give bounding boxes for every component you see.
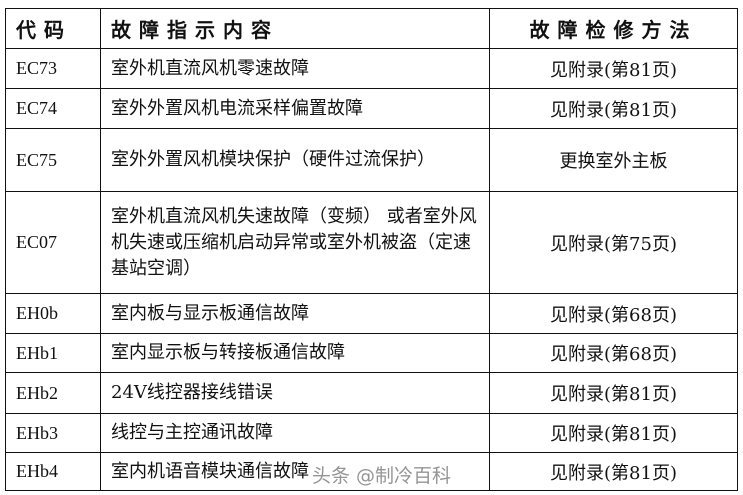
header-row: 代码 故障指示内容 故障检修方法 — [5, 8, 738, 49]
header-method: 故障检修方法 — [489, 8, 738, 49]
cell-code: EC73 — [5, 48, 101, 89]
cell-code: EHb3 — [5, 413, 101, 453]
table-row: EHb2 24V线控器接线错误 见附录(第81页) — [5, 372, 738, 414]
table-row: EC07 室外机直流风机失速故障（变频） 或者室外风机失速或压缩机启动异常或室外机… — [5, 191, 738, 294]
header-code: 代码 — [5, 8, 101, 49]
cell-desc: 室外外置风机模块保护（硬件过流保护） — [100, 128, 490, 192]
cell-code: EHb2 — [5, 372, 101, 414]
table-row: EHb3 线控与主控通讯故障 见附录(第81页) — [5, 413, 738, 453]
table-row: EC73 室外机直流风机零速故障 见附录(第81页) — [5, 48, 738, 89]
table-row: EH0b 室内板与显示板通信故障 见附录(第68页) — [5, 293, 738, 334]
cell-code: EC07 — [5, 191, 101, 294]
cell-code: EC75 — [5, 128, 101, 192]
cell-desc: 室内机语音模块通信故障 — [100, 452, 490, 491]
cell-method: 见附录(第75页) — [489, 191, 738, 294]
cell-method: 更换室外主板 — [489, 128, 738, 192]
fault-code-table: 代码 故障指示内容 故障检修方法 EC73 室外机直流风机零速故障 见附录(第81页… — [5, 8, 738, 491]
cell-desc: 线控与主控通讯故障 — [100, 413, 490, 453]
cell-method: 见附录(第81页) — [489, 452, 738, 491]
cell-method: 见附录(第81页) — [489, 48, 738, 89]
cell-desc: 室外外置风机电流采样偏置故障 — [100, 88, 490, 129]
header-description: 故障指示内容 — [100, 8, 490, 49]
table-row: EHb1 室内显示板与转接板通信故障 见附录(第68页) — [5, 333, 738, 373]
cell-desc: 24V线控器接线错误 — [100, 372, 490, 414]
table-row: EC75 室外外置风机模块保护（硬件过流保护） 更换室外主板 — [5, 128, 738, 192]
cell-method: 见附录(第68页) — [489, 333, 738, 373]
cell-method: 见附录(第81页) — [489, 372, 738, 414]
cell-method: 见附录(第81页) — [489, 413, 738, 453]
cell-code: EH0b — [5, 293, 101, 334]
cell-code: EHb1 — [5, 333, 101, 373]
cell-code: EC74 — [5, 88, 101, 129]
watermark: 头条 @制冷百科 — [312, 465, 452, 487]
table-row: EC74 室外外置风机电流采样偏置故障 见附录(第81页) — [5, 88, 738, 129]
cell-desc: 室外机直流风机失速故障（变频） 或者室外风机失速或压缩机启动异常或室外机被盗（定… — [100, 191, 490, 294]
cell-desc: 室外机直流风机零速故障 — [100, 48, 490, 89]
cell-desc: 室内板与显示板通信故障 — [100, 293, 490, 334]
cell-desc: 室内显示板与转接板通信故障 — [100, 333, 490, 373]
table-row: EHb4 室内机语音模块通信故障 见附录(第81页) — [5, 452, 738, 491]
cell-method: 见附录(第68页) — [489, 293, 738, 334]
cell-method: 见附录(第81页) — [489, 88, 738, 129]
cell-code: EHb4 — [5, 452, 101, 491]
